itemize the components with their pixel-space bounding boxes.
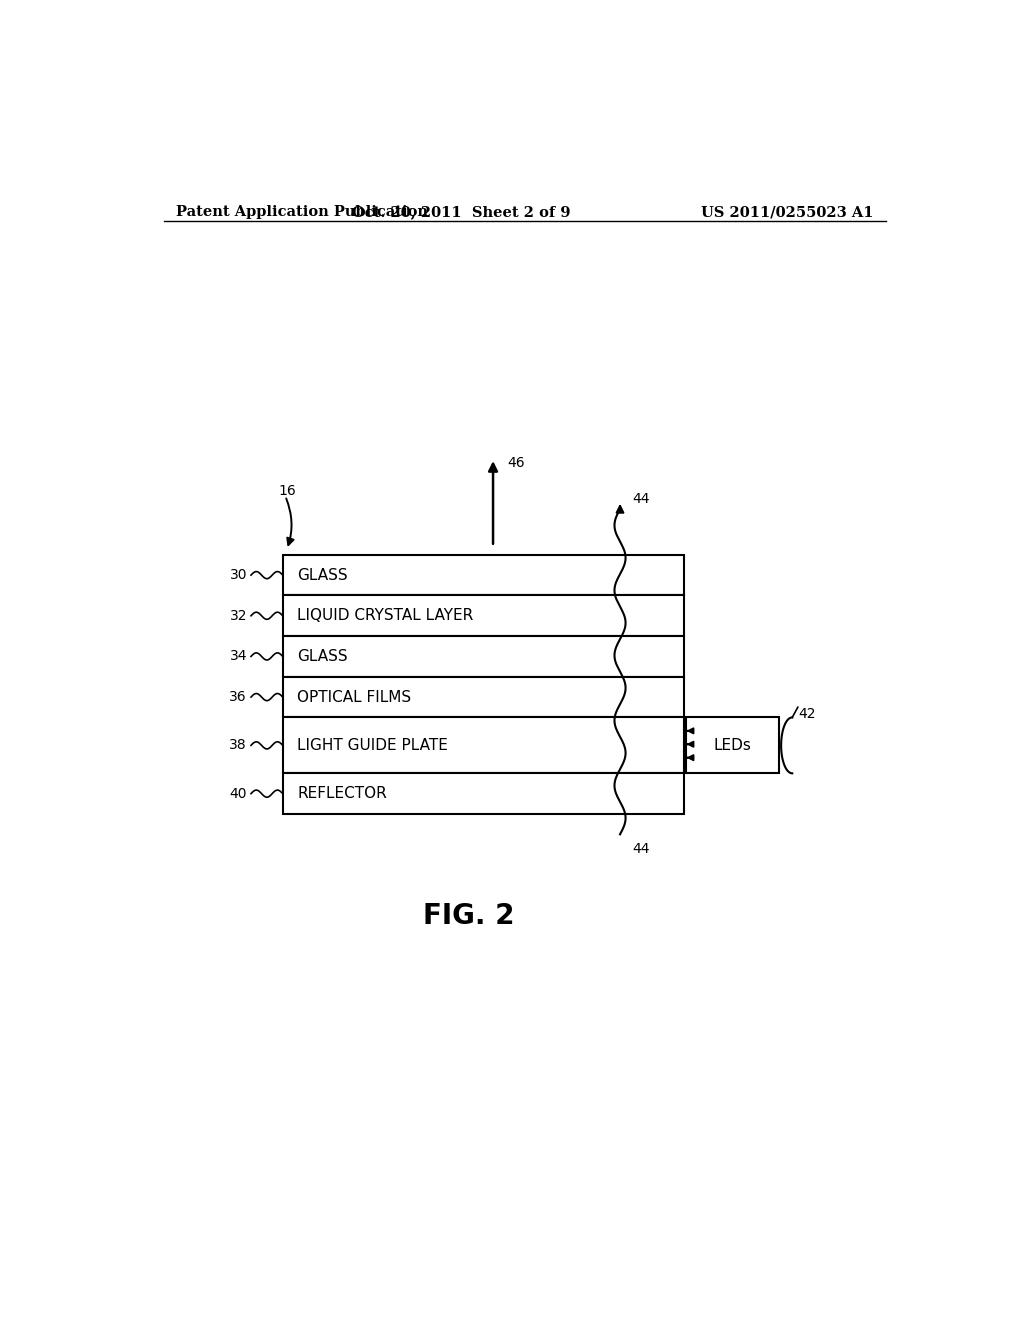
Text: REFLECTOR: REFLECTOR bbox=[297, 787, 387, 801]
Text: 38: 38 bbox=[229, 738, 247, 752]
Text: OPTICAL FILMS: OPTICAL FILMS bbox=[297, 689, 412, 705]
Bar bbox=[686, 718, 778, 774]
Bar bbox=[283, 554, 684, 595]
Text: 42: 42 bbox=[799, 708, 816, 721]
Text: 36: 36 bbox=[229, 690, 247, 704]
Text: FIG. 2: FIG. 2 bbox=[424, 902, 515, 929]
Text: 46: 46 bbox=[507, 457, 525, 470]
Bar bbox=[283, 595, 684, 636]
Bar bbox=[283, 636, 684, 677]
Text: LIGHT GUIDE PLATE: LIGHT GUIDE PLATE bbox=[297, 738, 447, 752]
Bar bbox=[283, 718, 684, 774]
Text: 40: 40 bbox=[229, 787, 247, 801]
Text: US 2011/0255023 A1: US 2011/0255023 A1 bbox=[701, 205, 873, 219]
Text: LIQUID CRYSTAL LAYER: LIQUID CRYSTAL LAYER bbox=[297, 609, 473, 623]
Text: Patent Application Publication: Patent Application Publication bbox=[176, 205, 428, 219]
Text: 44: 44 bbox=[632, 492, 649, 506]
Text: 44: 44 bbox=[632, 842, 649, 857]
Text: 16: 16 bbox=[279, 483, 297, 498]
Text: Oct. 20, 2011  Sheet 2 of 9: Oct. 20, 2011 Sheet 2 of 9 bbox=[352, 205, 570, 219]
Bar bbox=[283, 677, 684, 718]
Bar bbox=[283, 774, 684, 814]
Text: GLASS: GLASS bbox=[297, 649, 348, 664]
Text: 34: 34 bbox=[229, 649, 247, 664]
Text: 30: 30 bbox=[229, 568, 247, 582]
Text: LEDs: LEDs bbox=[714, 738, 752, 752]
Text: GLASS: GLASS bbox=[297, 568, 348, 582]
Text: 32: 32 bbox=[229, 609, 247, 623]
